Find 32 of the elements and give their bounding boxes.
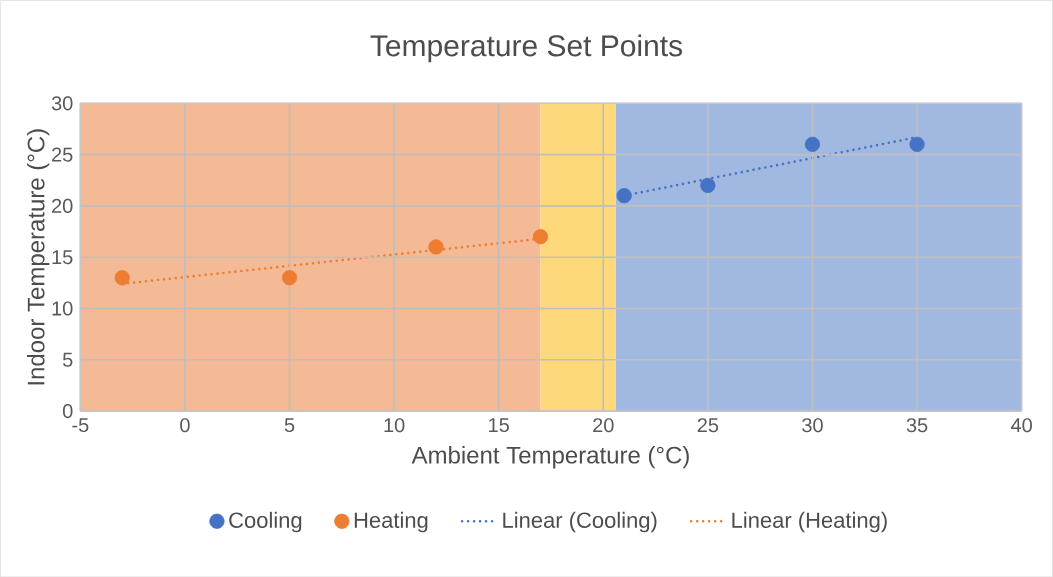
chart-title: Temperature Set Points — [370, 34, 682, 63]
legend-label: Cooling — [229, 511, 302, 533]
x-tick-label: 40 — [1010, 417, 1032, 433]
legend-label: Linear (Cooling) — [503, 511, 657, 533]
point — [909, 136, 925, 152]
point — [281, 269, 298, 286]
point — [532, 228, 549, 245]
x-tick-label: 35 — [906, 417, 928, 433]
point — [804, 136, 821, 152]
x-tick-label: 30 — [802, 417, 823, 433]
legend-label: Linear (Heating) — [732, 511, 887, 533]
x-tick-label: 10 — [384, 417, 405, 433]
x-axis-title: Ambient Temperature (°C) — [411, 445, 689, 469]
x-tick-label: -5 — [72, 417, 89, 432]
y-tick-label: 15 — [52, 250, 73, 264]
point — [428, 239, 444, 255]
x-tick-label: 25 — [697, 417, 719, 433]
y-tick-label: 30 — [51, 96, 73, 111]
point — [114, 269, 130, 286]
point — [700, 177, 716, 193]
x-tick-label: 20 — [593, 417, 614, 433]
x-tick-label: 0 — [180, 417, 190, 433]
y-tick-label: 20 — [52, 198, 73, 213]
point — [616, 187, 632, 204]
y-tick-label: 25 — [52, 147, 73, 162]
y-axis-title: Indoor Temperature (°C) — [26, 129, 50, 385]
y-tick-label: 5 — [62, 352, 73, 367]
y-tick-label: 0 — [62, 403, 73, 418]
x-tick-label: 15 — [489, 417, 509, 432]
y-tick-label: 10 — [52, 301, 73, 316]
x-tick-label: 5 — [284, 417, 295, 432]
legend-label: Heating — [354, 511, 428, 533]
